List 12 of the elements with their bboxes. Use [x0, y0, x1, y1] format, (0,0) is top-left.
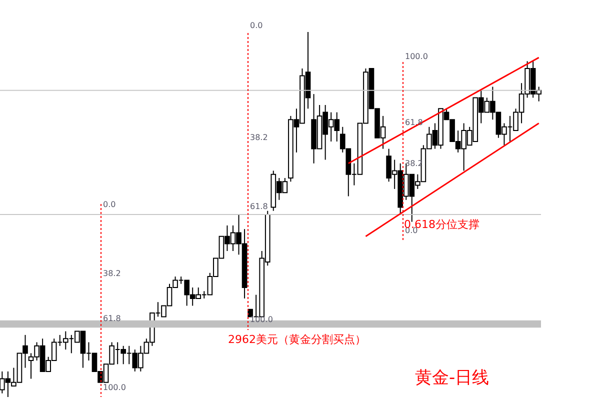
annotation: 100.0	[250, 315, 273, 324]
annotation: 61.8	[250, 202, 268, 211]
annotation: 100.0	[405, 52, 428, 61]
text: 0.0	[250, 21, 263, 30]
annotation: 38.2	[103, 269, 121, 278]
annotation: 61.8	[405, 118, 423, 127]
annotation: 61.8	[103, 314, 121, 323]
annotation: 38.2	[250, 133, 268, 142]
annotation: 2962美元（黄金分割买点）	[228, 333, 366, 346]
annotation: 100.0	[103, 383, 126, 392]
annotation: 0.0	[103, 200, 116, 209]
text: 黄金-日线	[415, 368, 490, 388]
